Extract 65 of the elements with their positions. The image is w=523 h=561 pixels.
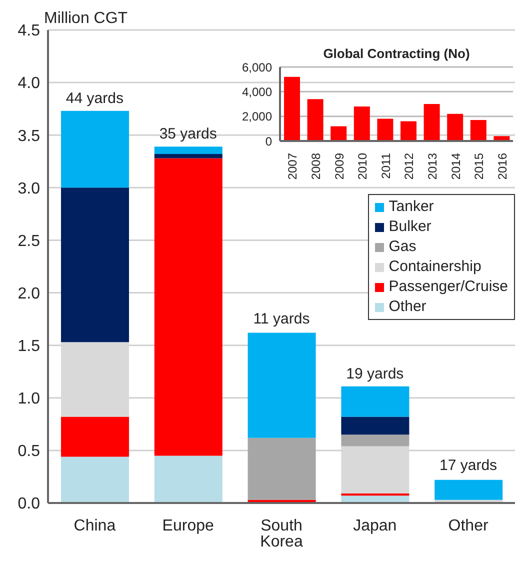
x-tick-label: 2009 [332,152,346,180]
annotation: 44 yards [66,90,124,107]
bar [377,118,394,141]
bar [341,416,410,435]
x-tick-label: 2007 [286,152,300,180]
x-tick-label: Japan [353,517,397,534]
bar [434,480,503,500]
x-tick-label: Europe [162,517,214,534]
annotation: 11 yards [253,310,310,328]
y-tick-label: 0.5 [18,443,40,460]
bar [61,456,129,503]
y-tick-label: 6,000 [242,60,272,74]
legend-label: Containership [388,257,482,277]
x-tick-label: 2011 [378,152,393,179]
x-tick-label: 2016 [495,152,510,180]
bar [248,332,316,438]
y-tick-label: 2.0 [18,285,40,302]
bar [307,99,324,141]
legend-label: Bulker [388,217,432,237]
x-tick-label: China [74,517,116,534]
y-tick-label: 3.5 [18,128,40,145]
bar [154,154,222,158]
bar [284,76,300,141]
bar [61,188,129,342]
y-tick-label: 2,000 [242,110,272,124]
y-axis-title: Million CGT [44,10,128,28]
bar [248,438,316,500]
annotation: 17 yards [440,456,498,474]
bar [341,434,410,446]
x-tick-label: 2014 [448,152,463,180]
x-tick-label: Other [448,517,489,534]
y-tick-label: 4,000 [242,84,272,99]
chart-title: Global Contracting (No) [322,46,471,61]
bar [154,146,222,154]
y-tick-label: 0 [265,134,272,148]
y-tick-label: 0.0 [18,496,40,513]
legend-label: Other [388,297,426,317]
y-tick-label: 4.5 [18,22,40,40]
x-tick-label: 2010 [356,152,370,180]
annotation: 35 yards [159,126,217,143]
annotation: 19 yards [346,365,404,382]
bar [330,126,347,141]
bar [154,456,222,503]
x-tick-label: South Korea [260,517,303,550]
y-tick-label: 4.0 [18,75,40,92]
bar [154,158,222,456]
legend-label: Gas [388,237,416,257]
y-tick-label: 1.5 [18,338,40,356]
legend-label: Passenger/Cruise [388,277,508,297]
bar [400,121,416,141]
y-tick-label: 3.0 [18,180,40,198]
bar [447,114,464,141]
x-tick-label: 2013 [425,152,440,180]
bar [470,120,486,141]
y-tick-label: 1.0 [18,390,40,408]
bar [341,386,410,417]
bar [424,104,440,141]
y-tick-label: 2.5 [18,232,40,250]
x-tick-label: 2008 [308,152,323,180]
bar [354,106,370,141]
legend-label: Tanker [388,197,434,217]
x-tick-label: 2015 [472,152,486,180]
x-tick-label: 2012 [402,152,416,180]
bar [61,110,129,188]
bar [61,416,129,457]
